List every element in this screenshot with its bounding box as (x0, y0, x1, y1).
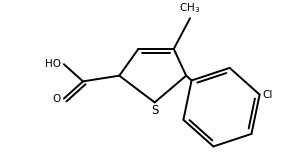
Text: CH$_3$: CH$_3$ (179, 2, 201, 15)
Text: HO: HO (45, 59, 61, 69)
Text: S: S (151, 104, 158, 117)
Text: O: O (53, 94, 61, 104)
Text: Cl: Cl (263, 90, 273, 100)
